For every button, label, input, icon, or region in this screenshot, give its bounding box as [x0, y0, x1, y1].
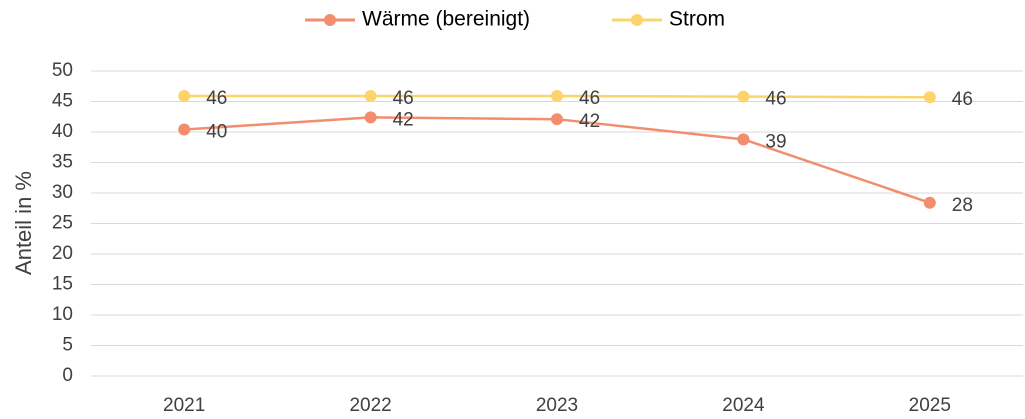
- y-tick-label: 35: [52, 152, 73, 173]
- y-tick-label: 45: [52, 91, 73, 112]
- y-tick-label: 15: [52, 274, 73, 295]
- data-label: 46: [765, 89, 786, 110]
- data-point: [178, 123, 191, 136]
- data-label: 42: [393, 109, 414, 130]
- y-tick-label: 5: [62, 335, 73, 356]
- x-tick-label: 2024: [722, 395, 765, 416]
- data-label: 40: [206, 122, 227, 143]
- series-line: [184, 116, 931, 204]
- data-point: [737, 133, 750, 146]
- data-label: 46: [393, 88, 414, 109]
- y-tick-label: 50: [52, 60, 73, 81]
- legend-label: Strom: [669, 8, 725, 31]
- y-tick-label: 25: [52, 213, 73, 234]
- y-tick-label: 40: [52, 121, 73, 142]
- legend-marker: [631, 14, 643, 26]
- data-point: [551, 113, 563, 126]
- data-label: 42: [579, 111, 600, 132]
- data-point: [551, 90, 563, 103]
- data-label: 46: [579, 88, 600, 109]
- data-point: [178, 90, 191, 103]
- data-label: 39: [765, 131, 786, 152]
- y-tick-label: 0: [62, 365, 73, 386]
- x-tick-label: 2025: [909, 395, 951, 416]
- x-tick-label: 2021: [163, 395, 205, 416]
- data-label: 28: [952, 195, 973, 216]
- legend-marker: [324, 14, 336, 26]
- data-point: [923, 196, 936, 209]
- x-tick-label: 2022: [349, 395, 391, 416]
- legend-label: Wärme (bereinigt): [362, 8, 530, 31]
- data-point: [364, 111, 377, 124]
- data-point: [364, 90, 377, 103]
- y-tick-label: 30: [52, 182, 73, 203]
- data-label: 46: [952, 89, 973, 110]
- data-point: [737, 90, 750, 103]
- y-tick-label: 10: [52, 304, 73, 325]
- y-tick-label: 20: [52, 243, 73, 264]
- data-point: [923, 91, 936, 104]
- x-tick-label: 2023: [536, 395, 578, 416]
- y-axis-title: Anteil in %: [11, 171, 36, 275]
- data-label: 46: [206, 88, 227, 109]
